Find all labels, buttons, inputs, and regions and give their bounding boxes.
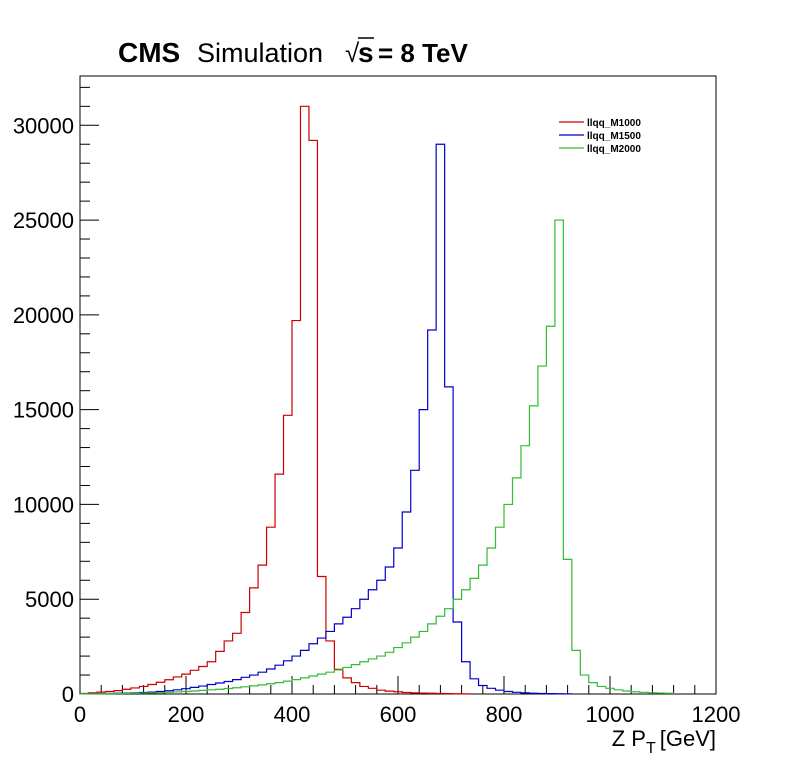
legend: llqq_M1000 llqq_M1500 llqq_M2000 bbox=[559, 118, 641, 155]
x-tick-label: 800 bbox=[486, 702, 523, 727]
y-tick-label: 0 bbox=[62, 682, 74, 707]
legend-entry: llqq_M1500 bbox=[587, 131, 641, 142]
y-tick-label: 15000 bbox=[13, 398, 74, 423]
series-llqq_M1500 bbox=[79, 143, 573, 695]
x-tick-label: 400 bbox=[274, 702, 311, 727]
y-tick-label: 30000 bbox=[13, 113, 74, 138]
sqrt-s: s bbox=[358, 37, 374, 68]
x-tick-label: 600 bbox=[380, 702, 417, 727]
x-axis: 0 200 400 600 800 1000 1200 bbox=[74, 676, 741, 727]
x-tick-label: 0 bbox=[74, 702, 86, 727]
series-layer bbox=[79, 105, 675, 695]
series-llqq_M1000 bbox=[79, 105, 471, 695]
plot-frame bbox=[79, 75, 717, 695]
cms-label: CMS bbox=[118, 37, 180, 68]
y-tick-label: 25000 bbox=[13, 208, 74, 233]
legend-entry: llqq_M2000 bbox=[587, 144, 641, 155]
energy-label: √ s = 8 TeV bbox=[345, 37, 469, 68]
y-axis: 0 5000 10000 15000 20000 25000 30000 bbox=[13, 86, 99, 707]
x-axis-title: Z PT [GeV] bbox=[612, 726, 716, 757]
series-llqq_M2000 bbox=[79, 219, 675, 695]
y-tick-label: 5000 bbox=[25, 587, 74, 612]
energy-value: = 8 TeV bbox=[378, 38, 469, 68]
legend-entry: llqq_M1000 bbox=[587, 118, 641, 129]
x-tick-label: 1000 bbox=[586, 702, 635, 727]
y-tick-label: 10000 bbox=[13, 492, 74, 517]
sqrt-symbol: √ bbox=[345, 38, 360, 68]
x-tick-label: 1200 bbox=[692, 702, 741, 727]
x-tick-label: 200 bbox=[168, 702, 205, 727]
y-tick-label: 20000 bbox=[13, 303, 74, 328]
simulation-label: Simulation bbox=[197, 38, 323, 68]
